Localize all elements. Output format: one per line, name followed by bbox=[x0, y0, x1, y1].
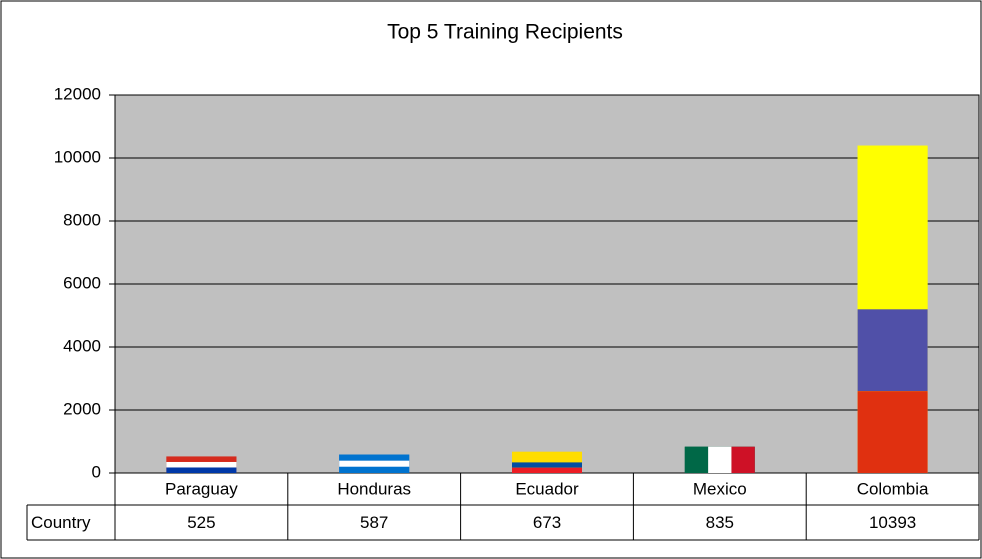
table-value: 10393 bbox=[869, 513, 916, 532]
flag-stripe bbox=[512, 451, 582, 458]
table-value: 835 bbox=[706, 513, 734, 532]
flag-stripe bbox=[512, 457, 582, 463]
x-tick-label: Mexico bbox=[693, 479, 747, 498]
flag-stripe bbox=[339, 460, 410, 467]
flag-stripe bbox=[512, 462, 582, 468]
flag-stripe bbox=[708, 446, 732, 473]
flag-stripe bbox=[857, 145, 928, 228]
y-tick-label: 4000 bbox=[63, 336, 101, 355]
flag-stripe bbox=[857, 309, 928, 392]
x-tick-label: Paraguay bbox=[165, 479, 238, 498]
table-row-label: Country bbox=[31, 513, 91, 532]
flag-stripe bbox=[166, 467, 237, 473]
flag-stripe bbox=[684, 446, 709, 473]
flag-stripe bbox=[512, 467, 582, 473]
flag-stripe bbox=[339, 454, 410, 461]
y-tick-label: 12000 bbox=[54, 84, 101, 103]
table-value: 525 bbox=[187, 513, 215, 532]
table-value: 587 bbox=[360, 513, 388, 532]
y-tick-label: 8000 bbox=[63, 210, 101, 229]
flag-stripe bbox=[166, 456, 237, 462]
y-tick-label: 2000 bbox=[63, 399, 101, 418]
flag-stripe bbox=[857, 227, 928, 310]
table-value: 673 bbox=[533, 513, 561, 532]
x-tick-label: Ecuador bbox=[515, 479, 579, 498]
flag-stripe bbox=[166, 461, 237, 468]
chart-title: Top 5 Training Recipients bbox=[387, 21, 623, 44]
x-tick-label: Honduras bbox=[337, 479, 411, 498]
flag-stripe bbox=[339, 466, 410, 473]
flag-stripe bbox=[857, 391, 928, 473]
y-tick-label: 10000 bbox=[54, 147, 101, 166]
flag-stripe bbox=[731, 446, 755, 473]
y-tick-label: 0 bbox=[92, 462, 101, 481]
x-tick-label: Colombia bbox=[857, 479, 929, 498]
y-tick-label: 6000 bbox=[63, 273, 101, 292]
